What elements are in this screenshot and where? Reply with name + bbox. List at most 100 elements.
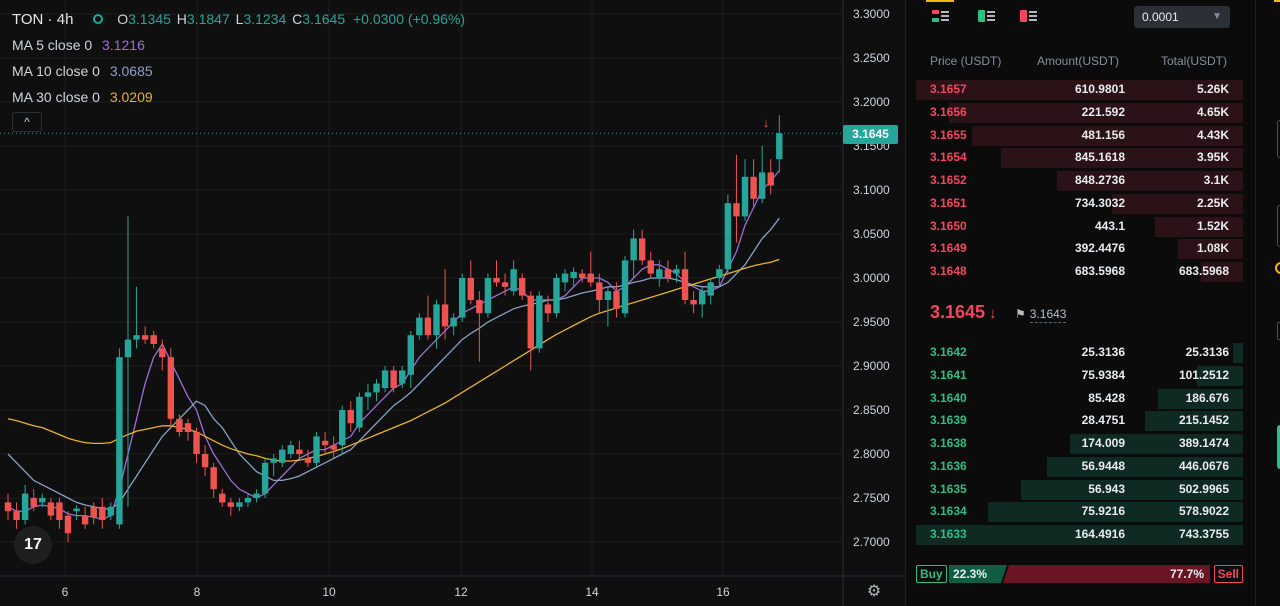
indicator-ma30[interactable]: MA 30 close 0 3.0209 bbox=[12, 88, 465, 114]
candle-body bbox=[681, 269, 689, 300]
y-tick-label: 2.8500 bbox=[853, 403, 890, 417]
candle-body bbox=[356, 396, 363, 428]
candle-body bbox=[321, 440, 329, 446]
ask-row[interactable]: 3.1655 481.156 4.43K bbox=[916, 125, 1243, 147]
panel-buy-button[interactable] bbox=[1277, 425, 1280, 469]
candle-body bbox=[81, 515, 89, 525]
row-amount: 481.156 bbox=[1081, 127, 1125, 142]
view-bids-button[interactable] bbox=[976, 8, 996, 26]
row-price: 3.1638 bbox=[930, 436, 967, 450]
candle-body bbox=[253, 493, 260, 498]
row-total: 578.9022 bbox=[1178, 504, 1229, 519]
depth-bar bbox=[916, 525, 1243, 545]
market-status-icon bbox=[91, 12, 106, 26]
row-price: 3.1642 bbox=[930, 345, 967, 359]
open-key: O bbox=[117, 11, 129, 27]
ask-row[interactable]: 3.1657 610.9801 5.26K bbox=[916, 79, 1243, 101]
candle-body bbox=[450, 317, 457, 327]
candle-body bbox=[21, 493, 29, 520]
view-both-button[interactable] bbox=[926, 0, 954, 26]
candle-body bbox=[416, 317, 423, 336]
chart-pane[interactable]: 3.3000 3.2500 3.2000 3.1500 3.1000 3.0500 3.00… bbox=[0, 0, 905, 606]
precision-select[interactable]: 0.0001 ▼ bbox=[1134, 6, 1230, 28]
candle-body bbox=[647, 260, 654, 274]
row-total: 186.676 bbox=[1185, 390, 1229, 405]
ask-row[interactable]: 3.1656 221.592 4.65K bbox=[916, 102, 1243, 124]
indicator-name: MA 30 close 0 bbox=[12, 89, 100, 105]
row-amount: 443.1 bbox=[1094, 218, 1125, 233]
candlestick-chart[interactable]: 3.30003.25003.20003.15003.10003.05003.00… bbox=[0, 0, 905, 606]
bid-bar-icon bbox=[978, 10, 985, 22]
collapse-legend-button[interactable]: ^ bbox=[12, 112, 42, 132]
candle-body bbox=[159, 348, 166, 358]
gear-icon[interactable]: ⚙ bbox=[866, 583, 882, 600]
sell-label: Sell bbox=[1213, 565, 1243, 583]
row-amount: 174.009 bbox=[1081, 436, 1125, 450]
bid-row[interactable]: 3.1641 75.9384 101.2512 bbox=[916, 365, 1243, 387]
bid-row[interactable]: 3.1636 56.9448 446.0676 bbox=[916, 456, 1243, 478]
row-price: 3.1639 bbox=[930, 413, 967, 428]
bid-row[interactable]: 3.1639 28.4751 215.1452 bbox=[916, 410, 1243, 432]
ask-row[interactable]: 3.1648 683.5968 683.5968 bbox=[916, 261, 1243, 283]
change-value: +0.0300 (+0.96%) bbox=[353, 11, 466, 27]
candle-body bbox=[673, 269, 680, 274]
candle-body bbox=[733, 203, 740, 217]
amount-column-header: Amount(USDT) bbox=[1037, 54, 1120, 68]
row-total: 5.26K bbox=[1196, 82, 1229, 96]
x-tick-label: 14 bbox=[585, 585, 599, 599]
indicator-ma5[interactable]: MA 5 close 0 3.1216 bbox=[12, 36, 465, 62]
candle-body bbox=[698, 291, 706, 305]
bid-row[interactable]: 3.1642 25.3136 25.3136 bbox=[916, 342, 1243, 364]
chevron-down-icon: ▼ bbox=[1212, 11, 1222, 22]
row-total: 2.25K bbox=[1196, 195, 1229, 210]
ask-row[interactable]: 3.1654 845.1618 3.95K bbox=[916, 147, 1243, 169]
x-tick-label: 12 bbox=[454, 585, 468, 599]
row-price: 3.1650 bbox=[930, 218, 967, 233]
candle-body bbox=[399, 370, 406, 384]
y-tick-label: 2.8000 bbox=[853, 447, 890, 461]
candle-body bbox=[236, 502, 243, 507]
panel-slider-handle[interactable] bbox=[1275, 262, 1280, 274]
candle-body bbox=[227, 502, 235, 507]
y-tick-label: 2.9000 bbox=[853, 359, 890, 373]
order-book: 0.0001 ▼ Price (USDT) Amount(USDT) Total… bbox=[905, 0, 1255, 606]
symbol-title[interactable]: TON · 4h bbox=[12, 11, 74, 28]
ask-row[interactable]: 3.1651 734.3032 2.25K bbox=[916, 193, 1243, 215]
last-price-row[interactable]: 3.1645 ↓ ⚑ 3.1643 bbox=[930, 302, 1067, 326]
candle-body bbox=[407, 335, 414, 375]
panel-input[interactable] bbox=[1277, 205, 1280, 247]
candle-body bbox=[13, 511, 20, 520]
panel-checkbox[interactable] bbox=[1277, 322, 1280, 340]
candle-body bbox=[381, 370, 389, 388]
indicator-name: MA 5 close 0 bbox=[12, 37, 93, 53]
ask-row[interactable]: 3.1650 443.1 1.52K bbox=[916, 216, 1243, 238]
bid-row[interactable]: 3.1633 164.4916 743.3755 bbox=[916, 524, 1243, 546]
ask-row[interactable]: 3.1652 848.2736 3.1K bbox=[916, 170, 1243, 192]
view-asks-button[interactable] bbox=[1018, 8, 1038, 26]
bid-row[interactable]: 3.1635 56.943 502.9965 bbox=[916, 479, 1243, 501]
y-tick-label: 3.0500 bbox=[853, 227, 890, 241]
candle-body bbox=[339, 410, 346, 446]
bid-row[interactable]: 3.1634 75.9216 578.9022 bbox=[916, 501, 1243, 523]
candle-body bbox=[493, 278, 500, 283]
row-amount: 28.4751 bbox=[1081, 413, 1125, 428]
row-total: 683.5968 bbox=[1178, 264, 1229, 278]
panel-input[interactable] bbox=[1277, 120, 1280, 158]
candle-body bbox=[604, 291, 612, 300]
buy-sell-ratio: Buy 22.3% 77.7% Sell bbox=[916, 565, 1243, 583]
candle-body bbox=[330, 445, 337, 450]
candle-body bbox=[347, 410, 354, 424]
row-price: 3.1636 bbox=[930, 458, 967, 473]
row-price: 3.1648 bbox=[930, 264, 967, 278]
bid-row[interactable]: 3.1640 85.428 186.676 bbox=[916, 388, 1243, 410]
row-amount: 848.2736 bbox=[1074, 173, 1125, 187]
candle-body bbox=[244, 498, 252, 503]
ask-row[interactable]: 3.1649 392.4476 1.08K bbox=[916, 238, 1243, 260]
bid-row[interactable]: 3.1638 174.009 389.1474 bbox=[916, 433, 1243, 455]
indicator-ma10[interactable]: MA 10 close 0 3.0685 bbox=[12, 62, 465, 88]
depth-bar bbox=[971, 125, 1243, 146]
depth-bar bbox=[987, 502, 1243, 523]
row-amount: 56.9448 bbox=[1081, 458, 1125, 473]
tradingview-logo[interactable]: 17 bbox=[14, 526, 52, 564]
row-total: 215.1452 bbox=[1178, 413, 1229, 428]
